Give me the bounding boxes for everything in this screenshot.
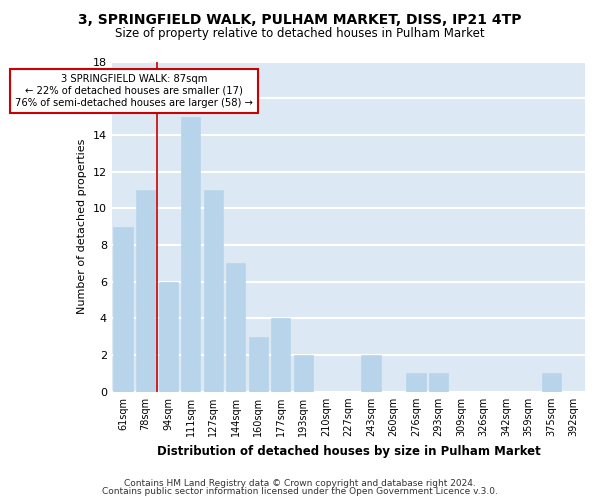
Bar bbox=[248, 337, 268, 392]
X-axis label: Distribution of detached houses by size in Pulham Market: Distribution of detached houses by size … bbox=[157, 444, 540, 458]
Bar bbox=[203, 190, 223, 392]
Bar bbox=[542, 374, 561, 392]
Text: Size of property relative to detached houses in Pulham Market: Size of property relative to detached ho… bbox=[115, 28, 485, 40]
Text: Contains public sector information licensed under the Open Government Licence v.: Contains public sector information licen… bbox=[102, 488, 498, 496]
Y-axis label: Number of detached properties: Number of detached properties bbox=[77, 139, 87, 314]
Bar bbox=[158, 282, 178, 392]
Bar bbox=[406, 374, 425, 392]
Text: Contains HM Land Registry data © Crown copyright and database right 2024.: Contains HM Land Registry data © Crown c… bbox=[124, 478, 476, 488]
Bar bbox=[226, 264, 245, 392]
Text: 3, SPRINGFIELD WALK, PULHAM MARKET, DISS, IP21 4TP: 3, SPRINGFIELD WALK, PULHAM MARKET, DISS… bbox=[78, 12, 522, 26]
Bar bbox=[429, 374, 448, 392]
Bar bbox=[361, 355, 380, 392]
Text: 3 SPRINGFIELD WALK: 87sqm
← 22% of detached houses are smaller (17)
76% of semi-: 3 SPRINGFIELD WALK: 87sqm ← 22% of detac… bbox=[16, 74, 253, 108]
Bar bbox=[181, 116, 200, 392]
Bar bbox=[294, 355, 313, 392]
Bar bbox=[113, 226, 133, 392]
Bar bbox=[271, 318, 290, 392]
Bar bbox=[136, 190, 155, 392]
